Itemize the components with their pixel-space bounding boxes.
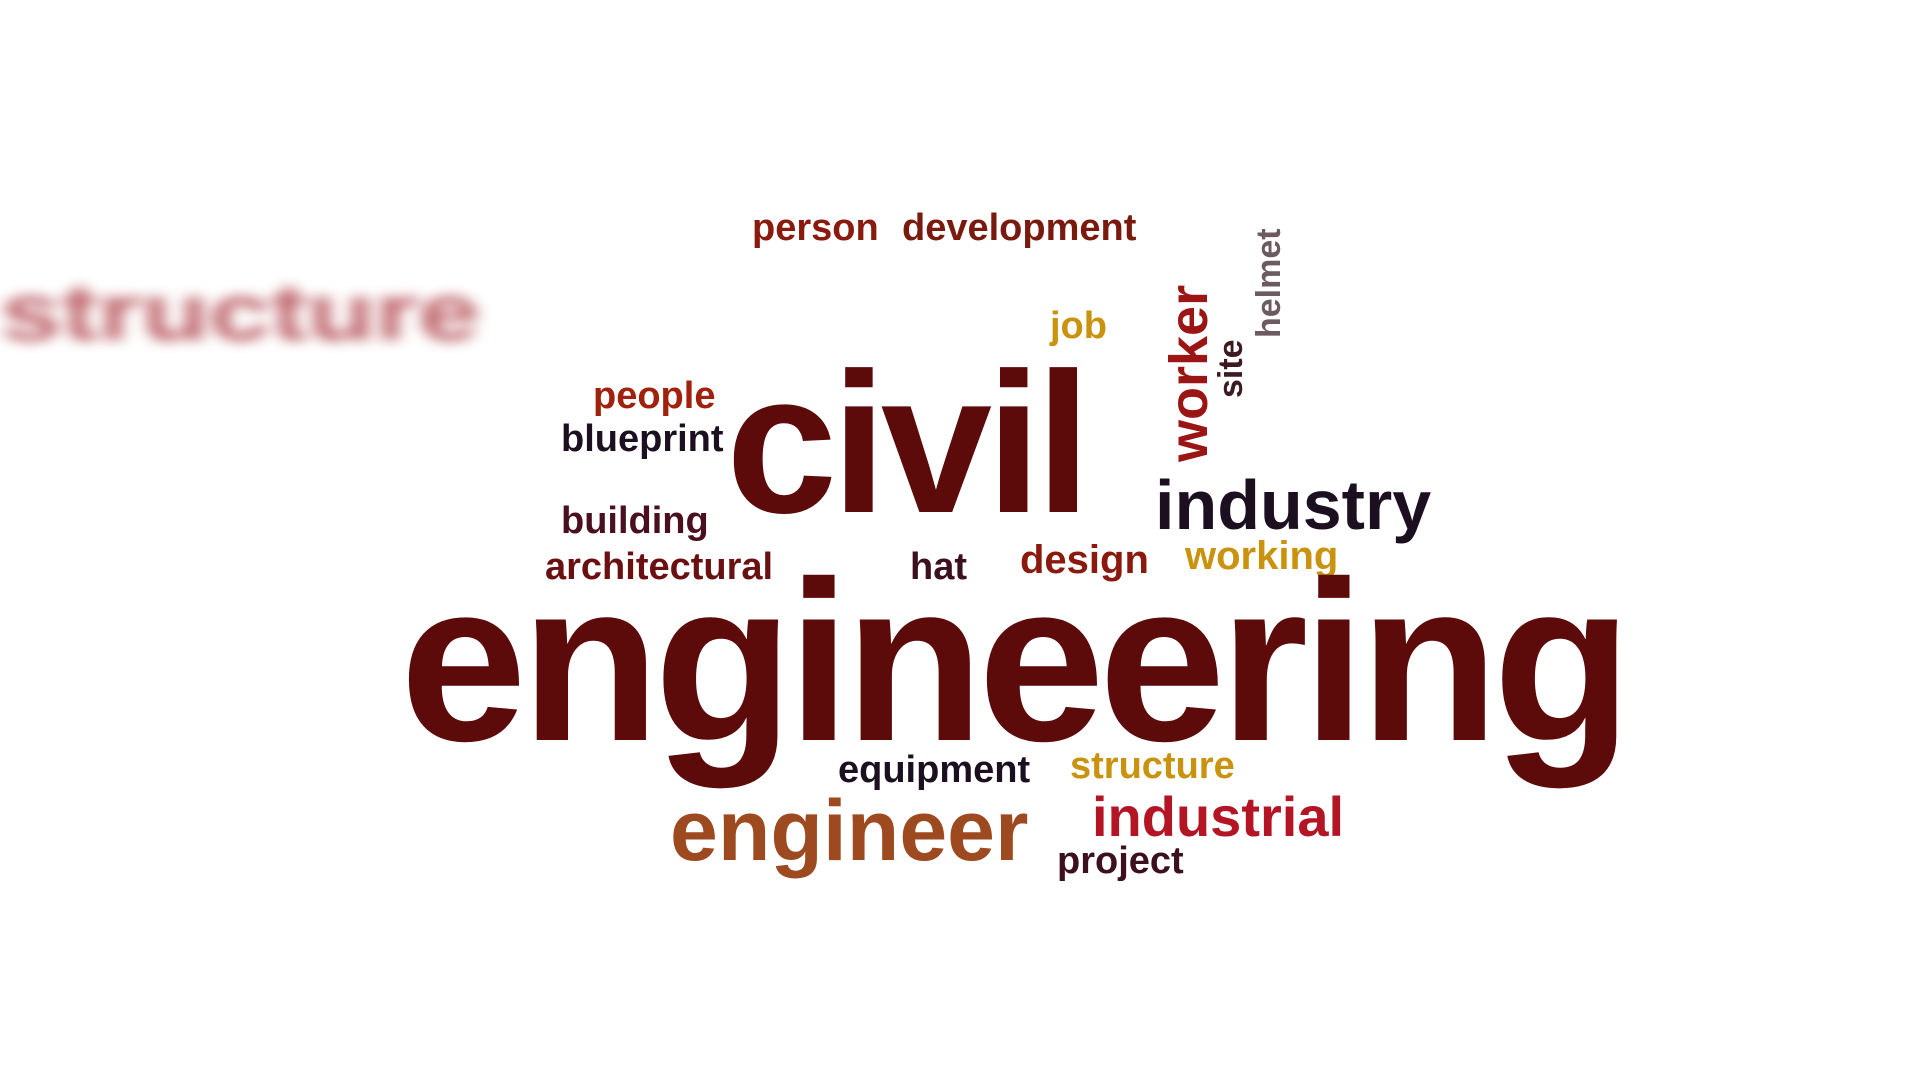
word-blueprint: blueprint xyxy=(561,418,724,460)
word-development: development xyxy=(902,207,1137,249)
word-worker: worker xyxy=(1159,284,1219,462)
word-site: site xyxy=(1212,339,1250,398)
word-person: person xyxy=(752,207,879,249)
word-project: project xyxy=(1057,840,1184,882)
word-engineering: engineering xyxy=(400,535,1632,789)
word-structure-blurred: structure xyxy=(0,267,480,358)
word-industry: industry xyxy=(1155,466,1432,544)
word-architectural: architectural xyxy=(545,546,774,588)
word-working: working xyxy=(1185,534,1339,578)
word-engineer: engineer xyxy=(670,783,1029,879)
word-industrial: industrial xyxy=(1092,785,1345,848)
word-equipment: equipment xyxy=(838,749,1031,791)
word-job: job xyxy=(1050,305,1107,347)
word-helmet: helmet xyxy=(1250,228,1288,338)
word-building: building xyxy=(561,500,709,542)
word-hat: hat xyxy=(910,546,967,588)
word-people: people xyxy=(593,375,716,417)
word-civil: civil xyxy=(726,332,1091,555)
word-design: design xyxy=(1020,538,1149,582)
word-structure: structure xyxy=(1070,745,1235,787)
